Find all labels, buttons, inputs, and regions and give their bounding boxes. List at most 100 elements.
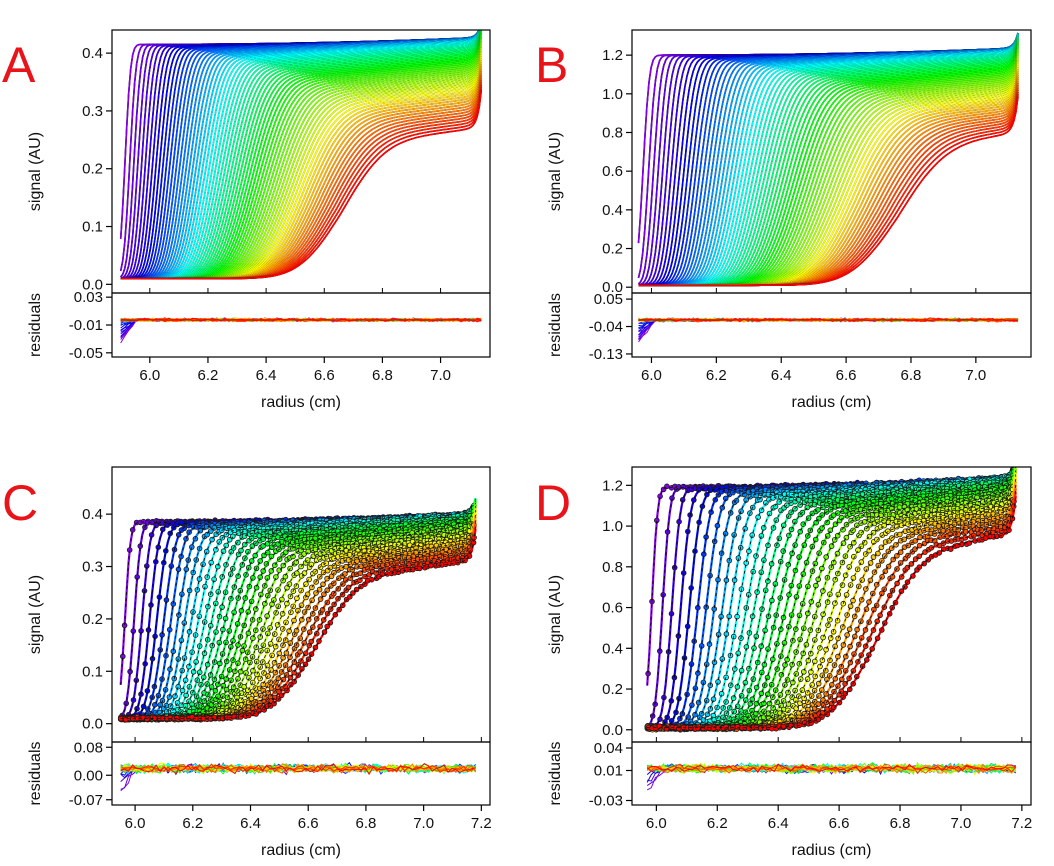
- data-point: [405, 562, 412, 568]
- data-point: [339, 591, 346, 598]
- data-point: [137, 543, 144, 549]
- sedimentation-scans: [644, 467, 1017, 733]
- data-point: [181, 525, 188, 532]
- data-point: [196, 669, 203, 676]
- data-point: [695, 699, 702, 706]
- data-point: [287, 674, 294, 681]
- data-point: [758, 533, 765, 539]
- sedimentation-scans: [119, 30, 483, 280]
- data-point: [205, 603, 211, 610]
- data-point: [676, 695, 682, 702]
- residual-traces: [120, 317, 482, 344]
- data-point: [174, 715, 180, 721]
- scan-fit-outline: [638, 85, 1019, 287]
- data-point: [776, 535, 783, 542]
- data-point: [330, 580, 337, 587]
- data-point: [267, 679, 274, 686]
- data-point: [189, 544, 195, 550]
- data-point: [305, 616, 312, 623]
- data-point: [738, 667, 745, 674]
- residuals-frame: [111, 292, 491, 358]
- data-point: [361, 548, 368, 554]
- data-point: [152, 701, 158, 708]
- data-point: [768, 560, 775, 567]
- data-point: [271, 659, 278, 666]
- residuals-frame: [631, 292, 1032, 358]
- data-point: [291, 617, 297, 624]
- data-point: [179, 687, 186, 694]
- data-point: [217, 660, 223, 667]
- data-point: [758, 643, 764, 649]
- data-point: [230, 637, 236, 644]
- data-point: [286, 628, 292, 634]
- data-point: [294, 595, 300, 602]
- data-point: [253, 606, 259, 612]
- data-point: [339, 602, 346, 609]
- data-point: [260, 568, 267, 574]
- data-point: [780, 548, 786, 554]
- data-point: [742, 679, 749, 686]
- x-tick-label: 6.2: [706, 367, 727, 384]
- residual-traces: [638, 317, 1019, 343]
- data-point: [766, 510, 773, 517]
- data-point: [780, 522, 787, 529]
- residuals-frame: [111, 741, 491, 806]
- x-tick-label: 7.0: [430, 367, 451, 384]
- data-point: [166, 694, 173, 700]
- panel-letter: C: [2, 475, 38, 531]
- data-point: [129, 526, 136, 533]
- y-tick-label: 0.2: [82, 611, 103, 628]
- scan-line: [638, 85, 1019, 287]
- residual-traces: [120, 761, 477, 792]
- y-tick-label: 0.1: [82, 663, 103, 680]
- x-tick-label: 6.8: [355, 815, 376, 832]
- data-point: [287, 640, 294, 646]
- data-point: [252, 552, 259, 559]
- data-point: [196, 576, 203, 582]
- data-point: [299, 666, 305, 672]
- y-tick-label: 0.0: [82, 276, 103, 293]
- x-tick-label: 7.0: [965, 367, 986, 384]
- data-point: [288, 609, 294, 616]
- y-axis-label: signal (AU): [547, 132, 564, 211]
- residual-tick-label: 0.03: [74, 289, 103, 306]
- data-point: [309, 584, 315, 591]
- data-point: [742, 525, 748, 532]
- residual-tick-label: -0.04: [589, 319, 623, 336]
- scan-line: [120, 30, 481, 280]
- data-point: [190, 668, 197, 675]
- data-point: [237, 668, 244, 675]
- data-point: [211, 676, 218, 683]
- y-tick-label: 0.8: [602, 124, 623, 141]
- data-point: [215, 681, 221, 688]
- data-point: [212, 687, 219, 694]
- data-point: [254, 671, 260, 678]
- data-point: [757, 496, 763, 503]
- data-point: [291, 678, 298, 685]
- data-point: [235, 675, 241, 682]
- data-point: [287, 654, 293, 661]
- y-tick-label: 0.1: [82, 219, 103, 236]
- data-point: [309, 597, 315, 604]
- data-point: [271, 597, 277, 603]
- data-point: [223, 542, 230, 549]
- data-point: [368, 576, 375, 583]
- residuals-axis-label: residuals: [547, 293, 564, 357]
- data-point: [140, 703, 147, 710]
- data-point: [250, 635, 256, 641]
- data-point: [306, 629, 313, 635]
- data-point: [241, 643, 247, 649]
- data-point: [323, 560, 330, 566]
- data-point: [680, 484, 686, 490]
- data-point: [730, 695, 737, 701]
- y-tick-label: 0.0: [82, 716, 103, 733]
- data-point: [208, 684, 215, 690]
- data-point: [735, 650, 741, 657]
- data-point: [298, 602, 305, 609]
- data-point: [182, 677, 189, 683]
- data-point: [354, 558, 360, 565]
- data-point: [267, 641, 274, 647]
- y-tick-label: 0.3: [82, 103, 103, 120]
- y-tick-label: 0.3: [82, 559, 103, 576]
- data-point: [272, 643, 279, 650]
